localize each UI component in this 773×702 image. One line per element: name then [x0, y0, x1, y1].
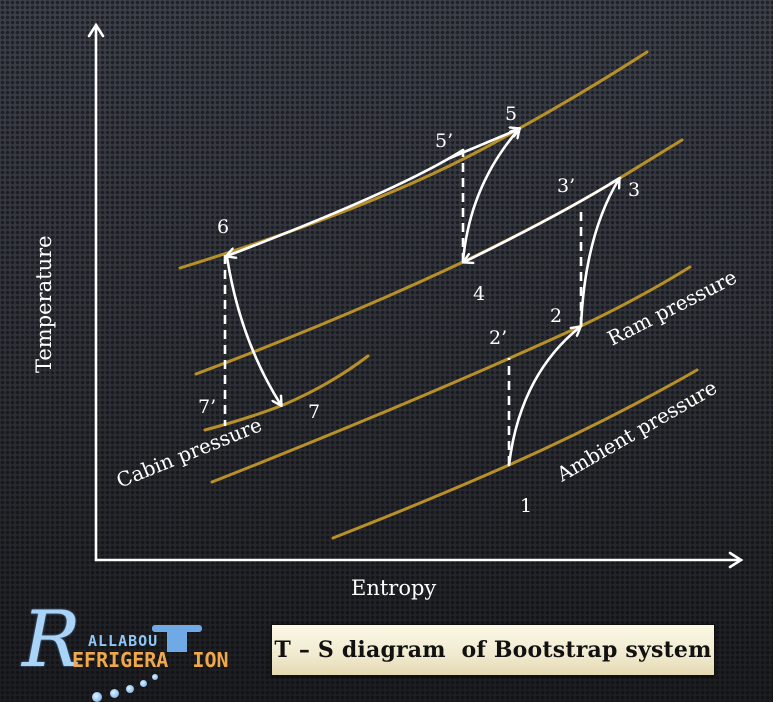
y-axis-arrow-icon: [87, 22, 105, 38]
isentropic-lines: [223, 150, 583, 465]
point-label-7: 7: [308, 401, 320, 423]
point-label-5: 5: [505, 103, 517, 125]
point-label-6: 6: [217, 216, 229, 238]
process-6-7: [225, 255, 281, 405]
diagram-title-box: T – S diagram of Bootstrap system: [271, 624, 715, 676]
process-5-6: [227, 148, 465, 256]
isobar-label-cabin: Cabin pressure: [113, 412, 265, 492]
point-label-7-prime: 7’: [198, 396, 216, 418]
logo-bar-icon: [152, 625, 202, 632]
point-labels: 1 2 2’ 3 3’ 4 5 5’ 6 7 7’: [198, 103, 640, 517]
process-1-2: [507, 327, 580, 467]
x-axis-label: Entropy: [351, 576, 436, 600]
logo-dot-icon: [110, 689, 119, 698]
point-label-1: 1: [520, 495, 532, 517]
point-label-4: 4: [473, 283, 485, 305]
isobar-ambient: [331, 368, 699, 540]
logo-main-text: EFRIGERA ION: [72, 648, 229, 672]
point-label-3-prime: 3’: [557, 175, 575, 197]
isobars: [178, 50, 699, 540]
logo-dot-icon: [152, 674, 158, 680]
point-label-2-prime: 2’: [489, 327, 507, 349]
logo-dot-icon: [126, 685, 134, 693]
isobar-labels: Cabin pressure Ram pressure Ambient pres…: [113, 265, 741, 493]
isobar-cabin: [203, 354, 370, 432]
point-label-3: 3: [628, 179, 640, 201]
process-2-3: [579, 179, 619, 328]
point-label-2: 2: [550, 305, 562, 327]
axes: Entropy Temperature: [32, 22, 744, 600]
logo-initial: R: [22, 595, 81, 685]
point-label-5-prime: 5’: [435, 130, 453, 152]
isobar-label-ambient: Ambient pressure: [552, 375, 721, 487]
y-axis-label: Temperature: [32, 235, 56, 373]
brand-logo: R ALLABOU EFRIGERA ION: [14, 595, 229, 702]
logo-dot-icon: [140, 680, 147, 687]
processes: [225, 129, 622, 467]
process-5s-5: [448, 129, 519, 160]
logo-cube-icon: [167, 632, 187, 652]
logo-dot-icon: [92, 692, 102, 702]
x-axis-arrow-icon: [728, 551, 744, 569]
logo-top-text: ALLABOU: [88, 632, 159, 650]
isobar-ram: [210, 265, 692, 484]
diagram-title: T – S diagram of Bootstrap system: [274, 637, 712, 663]
process-3-4: [464, 176, 622, 262]
process-4-5: [461, 129, 519, 263]
isobar-high-secondary: [178, 50, 649, 270]
